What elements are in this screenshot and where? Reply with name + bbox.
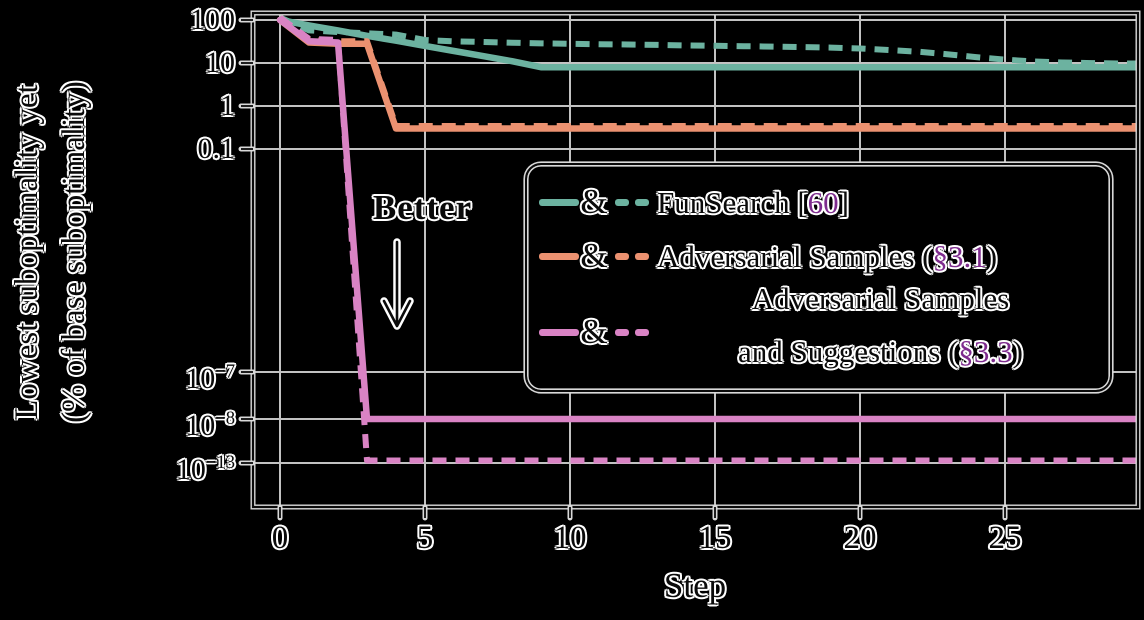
series-dashed-line bbox=[278, 14, 1138, 67]
legend-label: Adversarial Samples and Suggestions (§3.3… bbox=[657, 272, 1104, 378]
legend-solid-line-swatch bbox=[539, 199, 579, 206]
x-tick-label: 5 bbox=[416, 520, 434, 556]
x-tick-label: 15 bbox=[698, 520, 732, 556]
series-solid-line bbox=[276, 16, 1138, 71]
y-tick-label: 0.1 bbox=[197, 132, 236, 165]
x-tick-label: 0 bbox=[271, 520, 289, 556]
legend-box: & FunSearch [60] & Adversarial Samples (§3.… bbox=[525, 163, 1112, 392]
series-dashed-line bbox=[278, 15, 1138, 129]
legend-dashed-line-swatch bbox=[615, 253, 629, 260]
legend-label-text: ) bbox=[1012, 334, 1023, 369]
legend-dashed-line-swatch bbox=[635, 253, 649, 260]
legend-dashed-line-swatch bbox=[635, 199, 649, 206]
legend-label-line: Adversarial Samples (§3.1) bbox=[657, 230, 1104, 283]
series-dashed-line bbox=[278, 15, 1138, 464]
legend-label-line: FunSearch [60] bbox=[657, 176, 1104, 229]
legend-label-text: ) bbox=[986, 239, 998, 274]
legend-label-text: and Suggestions ( bbox=[737, 334, 959, 369]
y-tick-label: 10−13 bbox=[175, 452, 235, 486]
y-tick-label: 100 bbox=[190, 3, 235, 36]
y-axis-label-line2: (% of base suboptimality) bbox=[56, 81, 92, 423]
legend-label-accent-text: §3.3 bbox=[958, 334, 1013, 369]
y-axis-label-line1: Lowest suboptimality yet bbox=[9, 84, 45, 420]
legend-dashed-line-swatch bbox=[635, 329, 649, 336]
frame-core bbox=[251, 11, 1140, 509]
better-arrow-icon bbox=[380, 238, 414, 330]
legend-ampersand: & bbox=[580, 182, 608, 221]
series-solid-line bbox=[276, 16, 1138, 132]
x-tick-label: 10 bbox=[553, 520, 587, 556]
y-axis-label: Lowest suboptimality yet (% of base subo… bbox=[4, 0, 100, 512]
better-annotation: Better bbox=[372, 188, 473, 227]
x-axis-label: Step bbox=[663, 566, 727, 605]
legend-label-text: Adversarial Samples ( bbox=[657, 239, 933, 274]
legend-dashed-line-swatch bbox=[615, 329, 629, 336]
legend-label-line: and Suggestions (§3.3) bbox=[657, 325, 1104, 378]
legend-label-text: FunSearch [ bbox=[657, 185, 808, 220]
x-tick-label: 25 bbox=[988, 520, 1022, 556]
legend-label: Adversarial Samples (§3.1) bbox=[657, 230, 1104, 283]
legend-ampersand: & bbox=[580, 236, 608, 275]
legend-label-text: Adversarial Samples bbox=[751, 281, 1010, 316]
y-tick-label: 10−8 bbox=[185, 408, 235, 442]
axes-frame bbox=[250, 10, 1141, 510]
legend-dashed-line-swatch bbox=[615, 199, 629, 206]
x-tick-label: 20 bbox=[843, 520, 877, 556]
series-solid-line bbox=[276, 16, 1138, 423]
legend-label-accent-text: §3.1 bbox=[932, 239, 987, 274]
legend-label-accent-text: 60 bbox=[807, 185, 839, 220]
legend-label-text: ] bbox=[838, 185, 849, 220]
legend-label: FunSearch [60] bbox=[657, 176, 1104, 229]
tick-marks bbox=[238, 17, 1008, 521]
y-tick-label: 10 bbox=[205, 46, 235, 79]
legend-ampersand: & bbox=[580, 312, 608, 351]
legend-label-line: Adversarial Samples bbox=[657, 272, 1104, 325]
data-series bbox=[276, 14, 1138, 464]
y-tick-label: 10−7 bbox=[185, 361, 235, 395]
legend-solid-line-swatch bbox=[539, 253, 579, 260]
legend-solid-line-swatch bbox=[539, 329, 579, 336]
y-tick-label: 1 bbox=[220, 89, 235, 122]
